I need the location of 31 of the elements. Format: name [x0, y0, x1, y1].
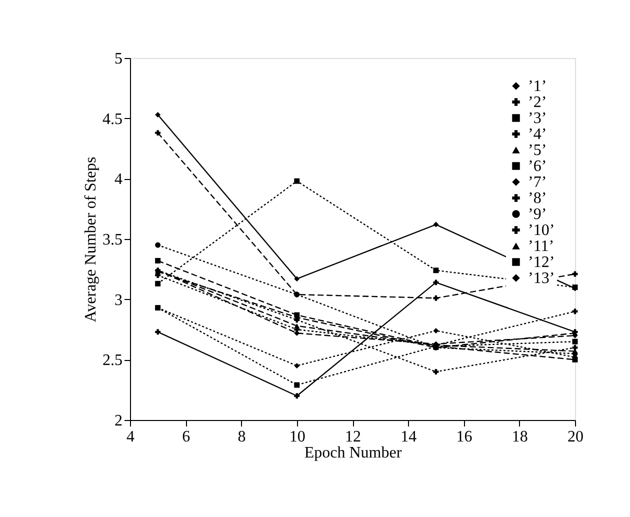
x-tick-label: 12: [345, 428, 361, 446]
legend-label: ’5’: [528, 142, 547, 159]
legend-label: ’2’: [528, 94, 547, 111]
x-tick-label: 8: [238, 428, 246, 446]
legend-label: ’4’: [528, 126, 547, 143]
x-axis-title: Epoch Number: [304, 444, 402, 462]
legend-label: ’11’: [528, 238, 554, 255]
x-tick-label: 16: [456, 428, 472, 446]
legend-label: ’3’: [528, 110, 547, 127]
y-tick-label: 4.5: [102, 110, 122, 128]
legend-label: ’7’: [528, 174, 547, 191]
x-tick-label: 4: [126, 428, 134, 446]
legend-label: ’10’: [528, 222, 555, 239]
x-tick-label: 14: [400, 428, 417, 446]
y-tick-label: 4: [114, 171, 122, 188]
y-tick-label: 2.5: [102, 352, 122, 370]
y-tick-label: 3.5: [102, 232, 122, 248]
legend-label: ’12’: [528, 254, 555, 271]
y-axis-title: Average Number of Steps: [82, 156, 100, 322]
legend-label: ’9’: [528, 206, 547, 223]
y-tick-label: 3: [114, 292, 122, 309]
y-tick-label: 5: [114, 50, 122, 68]
legend-label: ’13’: [528, 270, 555, 287]
x-tick-label: 6: [182, 428, 190, 446]
legend-label: ’8’: [528, 190, 547, 207]
legend-label: ’6’: [528, 158, 547, 175]
y-tick-label: 2: [114, 412, 122, 430]
legend-label: ’1’: [528, 78, 547, 95]
x-tick-label: 20: [568, 428, 584, 446]
x-tick-label: 10: [289, 428, 306, 446]
x-tick-label: 18: [512, 428, 528, 446]
